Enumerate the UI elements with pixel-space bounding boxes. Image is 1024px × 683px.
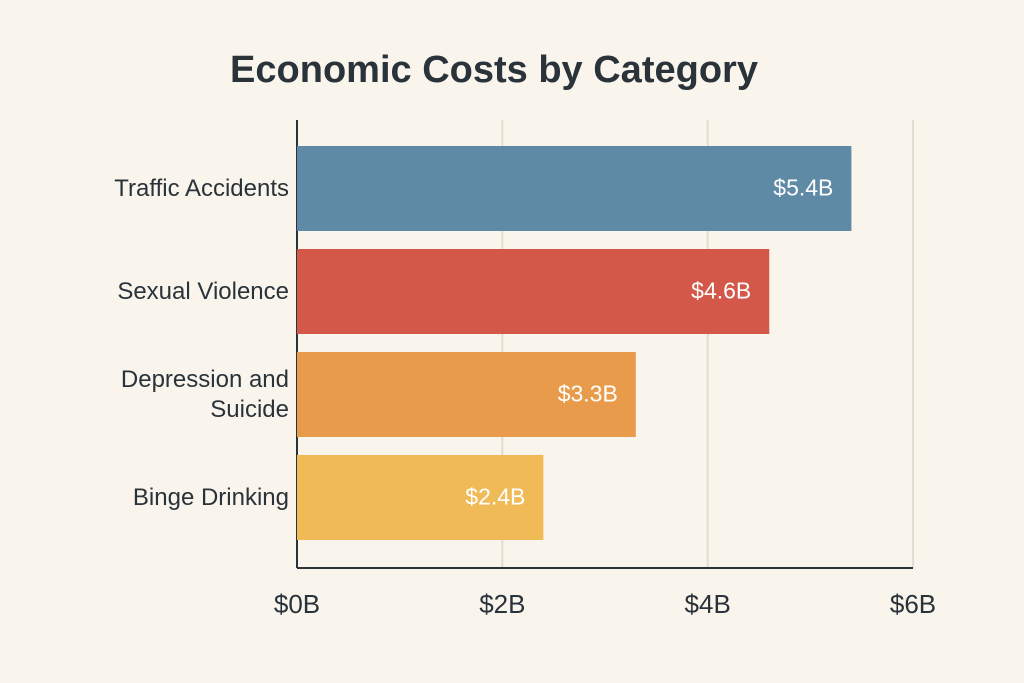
x-tick-label: $2B [479, 589, 525, 619]
category-label: Traffic Accidents [114, 174, 289, 202]
bar [297, 146, 852, 231]
bar [297, 352, 636, 437]
bar [297, 249, 770, 334]
category-label: Sexual Violence [117, 277, 289, 305]
value-label: $2.4B [465, 484, 525, 510]
chart-title: Economic Costs by Category [230, 49, 758, 91]
bar [297, 455, 544, 540]
x-tick-label: $4B [685, 589, 731, 619]
value-label: $5.4B [773, 175, 833, 201]
x-tick-label: $6B [890, 589, 936, 619]
value-label: $3.3B [558, 381, 618, 407]
value-label: $4.6B [691, 278, 751, 304]
category-label: Binge Drinking [132, 483, 289, 511]
category-label: Depression and Suicide [120, 365, 289, 423]
x-tick-label: $0B [274, 589, 320, 619]
